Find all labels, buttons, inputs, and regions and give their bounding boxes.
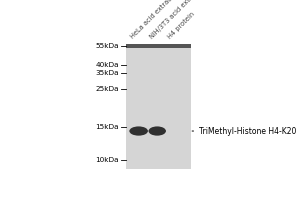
Bar	[126, 44, 191, 48]
Text: 35kDa: 35kDa	[95, 70, 119, 76]
Text: H4 protein: H4 protein	[167, 11, 196, 40]
Text: 40kDa: 40kDa	[95, 62, 119, 68]
Text: 55kDa: 55kDa	[95, 43, 119, 49]
Ellipse shape	[148, 126, 166, 136]
Bar	[126, 44, 191, 169]
Ellipse shape	[129, 126, 148, 136]
Text: 25kDa: 25kDa	[95, 86, 119, 92]
Text: 15kDa: 15kDa	[95, 124, 119, 130]
Text: TriMethyl-Histone H4-K20: TriMethyl-Histone H4-K20	[192, 127, 296, 136]
Text: 10kDa: 10kDa	[95, 157, 119, 163]
Text: HeLa acid extract: HeLa acid extract	[130, 0, 176, 40]
Text: NIH/3T3 acid extract: NIH/3T3 acid extract	[148, 0, 201, 40]
